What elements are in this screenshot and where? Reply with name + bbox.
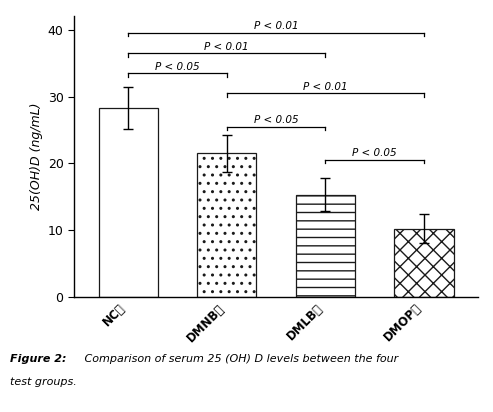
Text: P < 0.05: P < 0.05 — [352, 148, 397, 158]
Text: P < 0.01: P < 0.01 — [303, 82, 348, 91]
Y-axis label: 25(OH)D (ng/mL): 25(OH)D (ng/mL) — [31, 103, 43, 210]
Text: P < 0.01: P < 0.01 — [205, 42, 249, 52]
Text: P < 0.05: P < 0.05 — [155, 61, 200, 72]
Bar — [99, 108, 158, 297]
Text: Comparison of serum 25 (OH) D levels between the four: Comparison of serum 25 (OH) D levels bet… — [81, 354, 399, 364]
Text: test groups.: test groups. — [10, 377, 76, 387]
Bar — [394, 229, 454, 297]
Text: P < 0.05: P < 0.05 — [254, 115, 298, 125]
Bar — [296, 194, 355, 297]
Text: Figure 2:: Figure 2: — [10, 354, 67, 364]
Text: P < 0.01: P < 0.01 — [254, 21, 298, 31]
Bar — [197, 153, 256, 297]
